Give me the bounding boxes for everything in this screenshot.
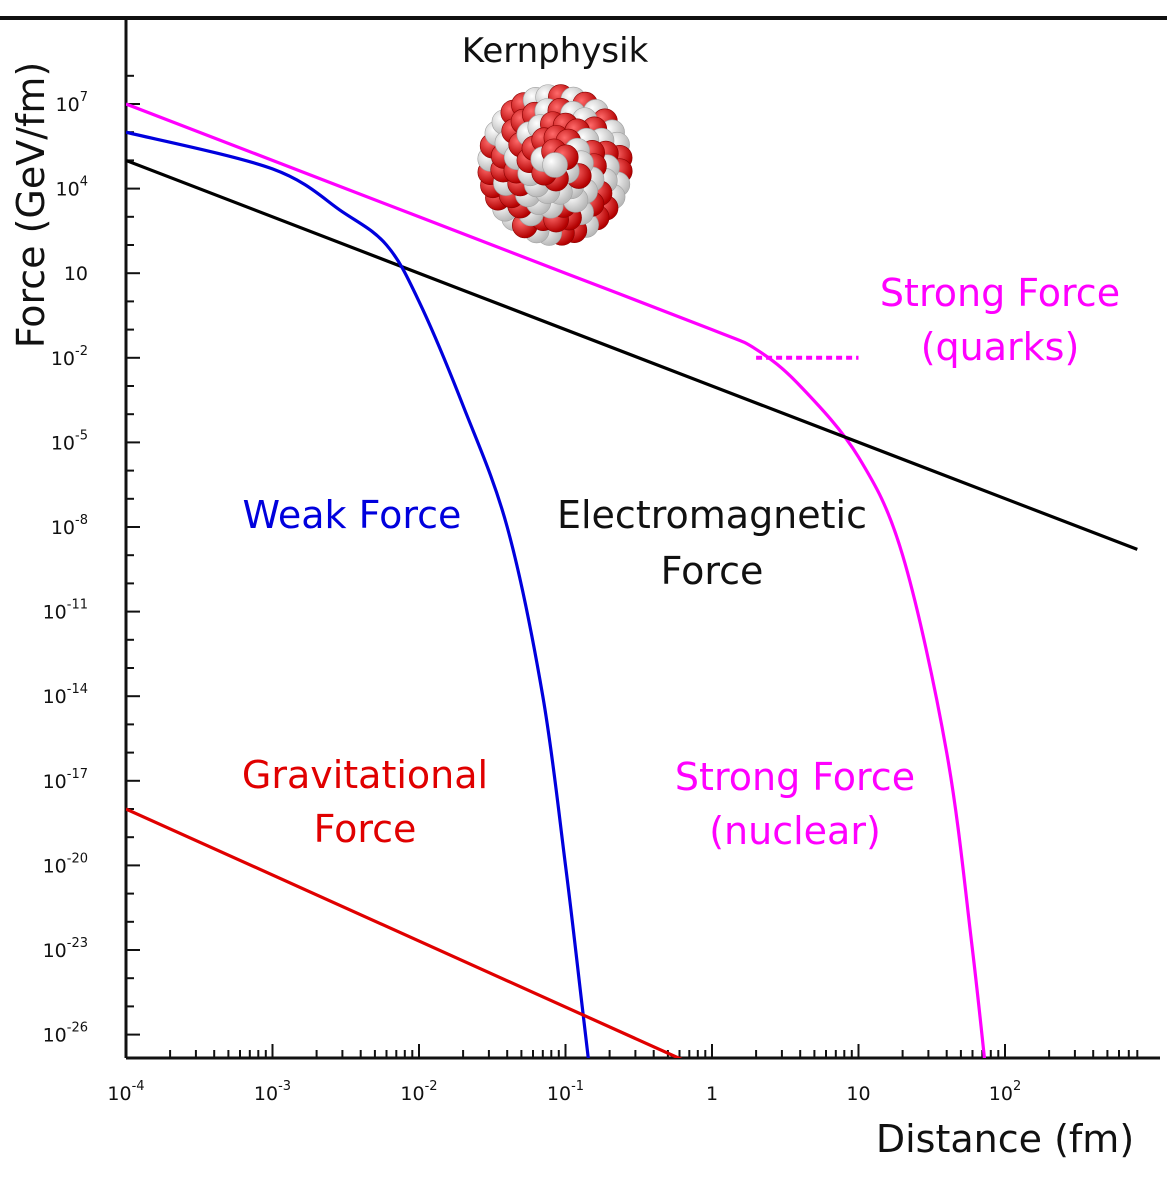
- axis-ticks: [125, 74, 1139, 1058]
- strong-force-nuclear-line: [126, 102, 987, 1058]
- chart-title: Kernphysik: [462, 31, 649, 71]
- y-tick-label: 10-5: [51, 428, 88, 454]
- x-tick-label: 10-2: [400, 1079, 437, 1105]
- y-tick-label: 10-17: [43, 767, 88, 793]
- y-tick-label: 107: [56, 90, 88, 116]
- x-tick-label: 10-3: [254, 1079, 291, 1105]
- strong-force-nuclear-label: (nuclear): [709, 809, 881, 853]
- y-tick-label: 10-20: [43, 851, 88, 877]
- x-tick-label: 10: [846, 1083, 870, 1105]
- x-tick-label: 102: [989, 1079, 1021, 1105]
- y-axis-label: Force (GeV/fm): [9, 62, 53, 349]
- y-tick-label: 10: [64, 263, 88, 285]
- y-tick-label: 10-11: [43, 598, 88, 624]
- y-tick-label: 10-23: [43, 936, 88, 962]
- y-tick-label: 10-2: [51, 344, 88, 370]
- electromagnetic-force-label: Force: [661, 549, 764, 593]
- x-tick-label: 10-1: [547, 1079, 584, 1105]
- y-tick-label: 10-8: [51, 513, 88, 539]
- strong-force-quarks-label: (quarks): [921, 325, 1080, 369]
- gravitational-force-line: [126, 807, 683, 1058]
- y-tick-label: 104: [56, 175, 88, 201]
- x-tick-labels: 10-4 10-3 10-2 10-1 1 10 102: [107, 1079, 1021, 1105]
- weak-force-label: Weak Force: [243, 493, 462, 537]
- gravitational-force-label: Force: [314, 807, 417, 851]
- x-tick-label: 1: [706, 1083, 718, 1105]
- strong-force-nuclear-label: Strong Force: [675, 755, 915, 799]
- series-lines: [126, 102, 1138, 1058]
- gravitational-force-label: Gravitational: [242, 753, 488, 797]
- y-tick-label: 10-26: [43, 1021, 88, 1047]
- nucleus-illustration: [477, 84, 633, 246]
- x-axis-label: Distance (fm): [876, 1117, 1134, 1161]
- y-tick-label: 10-14: [43, 682, 88, 708]
- y-tick-labels: 107 104 10 10-2 10-5 10-8 10-11 10-14 10-17 10-20…: [43, 90, 88, 1047]
- neutron-sphere: [542, 152, 568, 178]
- series-labels: Strong Force (quarks) Strong Force (nuclear…: [242, 271, 1120, 853]
- x-tick-label: 10-4: [107, 1079, 144, 1105]
- electromagnetic-force-label: Electromagnetic: [557, 493, 867, 537]
- weak-force-line: [126, 130, 590, 1058]
- strong-force-quarks-label: Strong Force: [880, 271, 1120, 315]
- electromagnetic-force-line: [126, 158, 1138, 551]
